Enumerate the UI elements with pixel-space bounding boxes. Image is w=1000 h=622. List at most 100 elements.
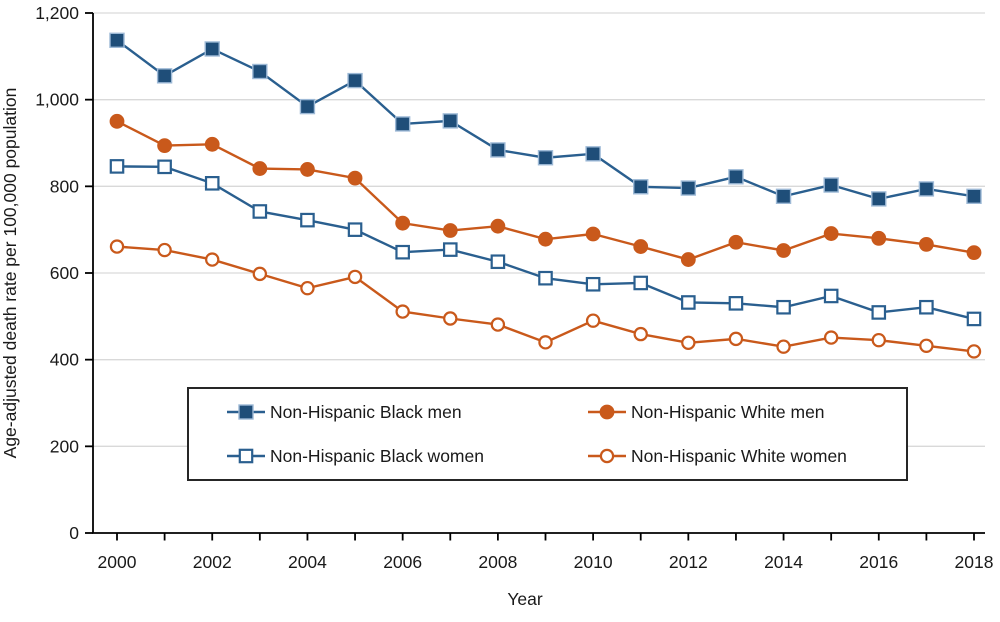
marker-open-square: [395, 244, 410, 260]
marker-filled-square: [109, 32, 125, 48]
x-tick-label-2008: 2008: [478, 552, 517, 572]
x-tick-label-2006: 2006: [383, 552, 422, 572]
marker-open-circle: [395, 304, 410, 319]
legend-item-non-hispanic-white-women: Non-Hispanic White women: [588, 446, 847, 466]
marker-filled-square: [823, 177, 839, 193]
series-non-hispanic-black-women: [109, 159, 982, 327]
x-tick-label-2014: 2014: [764, 552, 803, 572]
y-tick-label-1200: 1,200: [35, 3, 79, 23]
marker-open-circle: [776, 339, 791, 354]
x-tick-label-2000: 2000: [98, 552, 137, 572]
marker-open-square: [871, 305, 887, 320]
marker-filled-square: [156, 68, 173, 84]
marker-open-circle: [490, 317, 506, 332]
marker-filled-circle: [204, 136, 220, 152]
x-tick-label-2012: 2012: [669, 552, 708, 572]
marker-filled-square: [918, 181, 935, 197]
y-tick-label-1000: 1,000: [35, 90, 79, 110]
marker-open-circle: [585, 313, 601, 328]
marker-filled-circle: [680, 252, 696, 267]
legend-label: Non-Hispanic White women: [631, 446, 847, 466]
marker-open-square: [157, 159, 172, 175]
marker-filled-circle: [728, 234, 744, 250]
marker-filled-circle: [633, 239, 649, 254]
marker-filled-square: [299, 98, 316, 115]
marker-open-circle: [300, 280, 315, 296]
marker-open-square: [919, 299, 934, 315]
marker-open-circle: [871, 332, 886, 348]
legend-label: Non-Hispanic Black women: [270, 446, 484, 466]
marker-filled-circle: [776, 243, 791, 258]
marker-filled-circle: [442, 223, 458, 238]
marker-open-square: [347, 222, 363, 237]
marker-filled-circle: [395, 215, 411, 231]
marker-open-square: [823, 288, 839, 304]
legend-item-non-hispanic-black-women: Non-Hispanic Black women: [227, 446, 484, 466]
x-tick-label-2018: 2018: [955, 552, 994, 572]
y-tick-label-400: 400: [50, 350, 79, 370]
marker-open-square: [538, 270, 553, 286]
x-tick-label-2004: 2004: [288, 552, 327, 572]
y-tick-label-200: 200: [50, 436, 79, 456]
x-tick-label-2010: 2010: [574, 552, 613, 572]
marker-open-circle: [919, 338, 934, 353]
marker-open-circle: [347, 269, 363, 285]
legend-item-non-hispanic-white-men: Non-Hispanic White men: [588, 402, 825, 422]
marker-open-circle: [252, 266, 268, 282]
legend-item-non-hispanic-black-men: Non-Hispanic Black men: [227, 402, 462, 422]
marker-filled-square: [442, 113, 458, 129]
marker-filled-square: [537, 150, 554, 166]
marker-filled-circle: [300, 162, 315, 177]
y-axis-title: Age-adjusted death rate per 100,000 popu…: [0, 88, 20, 459]
marker-filled-circle: [252, 161, 268, 176]
marker-open-square: [966, 311, 982, 327]
marker-filled-circle: [347, 170, 363, 186]
marker-filled-square: [966, 188, 982, 205]
marker-filled-square: [347, 72, 363, 89]
series-non-hispanic-white-men: [109, 113, 982, 267]
marker-filled-circle: [823, 226, 839, 241]
marker-open-circle: [966, 344, 982, 359]
marker-filled-circle: [871, 230, 887, 246]
marker-filled-circle: [599, 404, 615, 420]
series-non-hispanic-white-women: [109, 239, 982, 359]
marker-open-square: [681, 295, 696, 310]
y-tick-label-600: 600: [50, 263, 79, 283]
marker-open-circle: [109, 239, 125, 254]
marker-open-circle: [681, 335, 696, 350]
marker-open-square: [238, 448, 254, 464]
marker-filled-square: [490, 142, 506, 158]
marker-filled-circle: [157, 138, 173, 154]
legend-label: Non-Hispanic White men: [631, 402, 825, 422]
marker-filled-square: [775, 188, 792, 205]
marker-filled-square: [633, 179, 649, 195]
marker-open-circle: [205, 252, 220, 267]
marker-filled-square: [394, 116, 411, 132]
y-tick-label-0: 0: [69, 523, 79, 543]
marker-open-circle: [633, 326, 648, 342]
marker-filled-square: [728, 169, 744, 185]
marker-open-square: [776, 299, 791, 315]
legend: Non-Hispanic Black men Non-Hispanic White…: [187, 387, 908, 481]
marker-filled-circle: [109, 113, 125, 129]
marker-open-square: [585, 276, 601, 292]
marker-open-circle: [599, 448, 615, 464]
marker-filled-square: [238, 404, 254, 420]
x-tick-label-2016: 2016: [859, 552, 898, 572]
marker-filled-circle: [538, 231, 553, 247]
x-axis-title: Year: [507, 589, 543, 609]
marker-open-square: [109, 159, 125, 174]
marker-open-circle: [728, 331, 744, 347]
marker-open-square: [490, 254, 506, 270]
legend-box: [187, 387, 908, 481]
gridlines: [93, 12, 985, 447]
marker-filled-square: [204, 41, 220, 57]
marker-filled-square: [680, 180, 697, 196]
series-non-hispanic-black-men: [109, 32, 982, 207]
marker-filled-circle: [490, 218, 506, 234]
x-tick-label-2002: 2002: [193, 552, 232, 572]
marker-filled-square: [871, 191, 887, 207]
axes: 0 200 400 600 800 1,000 1,200 2000 2002 2004 2006 2…: [35, 3, 993, 572]
